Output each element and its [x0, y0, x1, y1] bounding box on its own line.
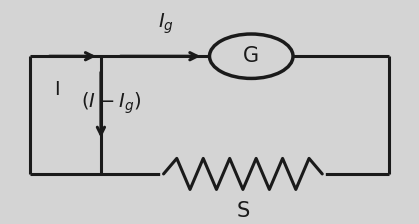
Text: $(I-I_g)$: $(I-I_g)$ — [81, 90, 142, 116]
Circle shape — [210, 34, 293, 78]
Text: I: I — [54, 80, 60, 99]
Text: $I_g$: $I_g$ — [158, 12, 173, 36]
Text: S: S — [236, 200, 250, 221]
Text: G: G — [243, 46, 259, 66]
